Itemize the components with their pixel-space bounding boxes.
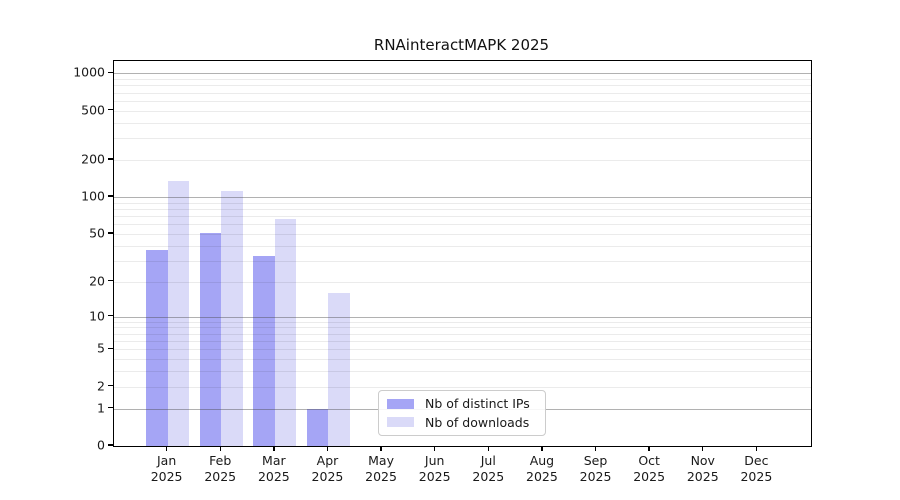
y-tick-mark-100	[108, 195, 113, 197]
x-tick-month: Jun	[424, 453, 445, 468]
x-tick-label-nov: Nov 2025	[663, 453, 743, 484]
y-tick-label-50: 50	[89, 225, 105, 241]
y-tick-label-20: 20	[89, 273, 105, 289]
y-tick-mark-500	[108, 109, 113, 111]
x-tick-year: 2025	[257, 468, 290, 484]
bar-nb-of-distinct-ips-apr	[307, 408, 329, 446]
y-tick-mark-10	[108, 314, 113, 317]
x-tick-month: Feb	[209, 453, 232, 468]
x-tick-mark-aug	[541, 446, 543, 452]
x-tick-label-dec: Dec 2025	[716, 453, 796, 484]
x-tick-year: 2025	[311, 468, 344, 484]
bar-nb-of-downloads-feb	[221, 191, 243, 446]
y-tick-label-1000: 1000	[73, 64, 105, 80]
x-tick-mark-jun	[433, 446, 436, 452]
x-tick-label-aug: Aug 2025	[502, 453, 582, 484]
x-tick-month: Mar	[262, 453, 286, 468]
bars-layer	[114, 61, 811, 446]
x-tick-label-may: May 2025	[341, 453, 421, 484]
x-tick-mark-nov	[702, 446, 704, 452]
x-tick-month: May	[368, 453, 394, 468]
x-tick-mark-dec	[755, 446, 758, 452]
x-tick-year: 2025	[526, 468, 558, 484]
y-tick-label-5: 5	[97, 340, 105, 356]
x-tick-year: 2025	[686, 468, 719, 484]
bar-nb-of-distinct-ips-mar	[253, 255, 275, 446]
x-tick-month: Jan	[156, 453, 177, 468]
x-tick-label-oct: Oct 2025	[609, 453, 689, 484]
y-tick-mark-20	[108, 280, 113, 282]
x-tick-label-jul: Jul 2025	[448, 453, 528, 484]
bar-nb-of-downloads-apr	[328, 293, 350, 446]
x-tick-year: 2025	[579, 468, 612, 484]
plot-area	[113, 60, 812, 447]
x-tick-year: 2025	[633, 468, 666, 484]
y-tick-mark-200	[108, 158, 113, 160]
x-tick-month: Oct	[638, 453, 660, 468]
chart-title: RNAinteractMAPK 2025	[373, 36, 550, 54]
y-tick-label-0: 0	[97, 437, 105, 453]
x-tick-mark-oct	[648, 446, 650, 452]
x-tick-mark-jan	[165, 446, 168, 452]
x-tick-label-feb: Feb 2025	[180, 453, 260, 484]
y-tick-mark-1000	[108, 71, 113, 74]
legend-swatch-distinct-ips-icon	[387, 398, 414, 409]
x-tick-mark-mar	[273, 446, 275, 452]
x-tick-year: 2025	[204, 468, 237, 484]
x-tick-year: 2025	[365, 468, 397, 484]
legend-label-distinct-ips: Nb of distinct IPs	[425, 396, 530, 412]
bar-nb-of-distinct-ips-feb	[199, 232, 222, 446]
legend: Nb of distinct IPs Nb of downloads	[378, 390, 546, 436]
x-tick-year: 2025	[472, 468, 505, 484]
y-tick-label-10: 10	[89, 308, 105, 324]
y-tick-label-1: 1	[97, 400, 105, 416]
bar-nb-of-downloads-mar	[274, 219, 297, 446]
legend-label-downloads: Nb of downloads	[425, 414, 530, 430]
x-tick-mark-sep	[594, 446, 597, 452]
y-tick-mark-2	[108, 385, 113, 387]
x-tick-month: Aug	[529, 453, 555, 468]
x-tick-label-mar: Mar 2025	[234, 453, 314, 484]
y-tick-mark-50	[108, 232, 113, 234]
x-tick-label-sep: Sep 2025	[556, 453, 636, 484]
legend-entry-downloads: Nb of downloads	[387, 415, 537, 430]
bar-nb-of-downloads-jan	[167, 181, 189, 446]
x-tick-month: Dec	[744, 453, 769, 468]
x-tick-month: Apr	[316, 453, 339, 468]
y-tick-label-200: 200	[81, 151, 105, 167]
x-tick-mark-jul	[487, 446, 489, 452]
y-tick-label-2: 2	[97, 378, 105, 394]
legend-entry-distinct-ips: Nb of distinct IPs	[387, 396, 537, 411]
bar-nb-of-distinct-ips-jan	[146, 249, 168, 446]
y-tick-mark-1	[108, 406, 113, 409]
x-tick-label-jan: Jan 2025	[127, 453, 207, 484]
legend-swatch-downloads-icon	[387, 417, 414, 428]
x-tick-year: 2025	[150, 468, 183, 484]
x-tick-label-jun: Jun 2025	[395, 453, 475, 484]
x-tick-label-apr: Apr 2025	[287, 453, 367, 484]
x-tick-mark-feb	[219, 446, 221, 452]
x-tick-year: 2025	[740, 468, 773, 484]
y-tick-mark-5	[108, 347, 113, 350]
y-tick-mark-0	[108, 444, 113, 446]
y-tick-label-100: 100	[81, 188, 105, 204]
x-tick-mark-apr	[326, 446, 329, 452]
x-tick-month: Jul	[480, 453, 496, 468]
x-tick-month: Nov	[690, 453, 715, 468]
x-tick-mark-may	[380, 446, 382, 452]
x-tick-month: Sep	[583, 453, 608, 468]
x-tick-year: 2025	[418, 468, 451, 484]
y-tick-label-500: 500	[81, 102, 105, 118]
